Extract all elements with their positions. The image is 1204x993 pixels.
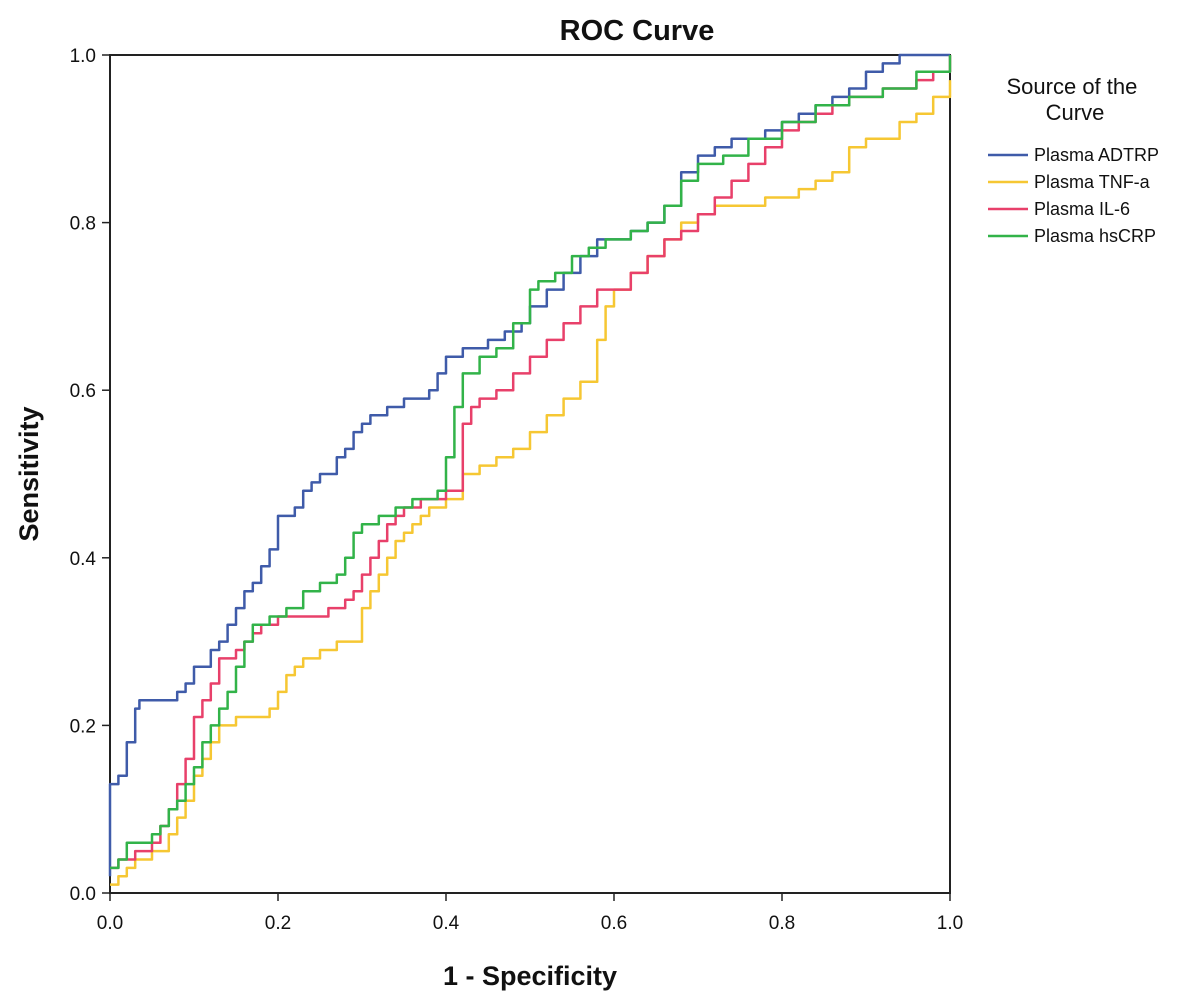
x-axis-ticks: 0.0 0.2 0.4 0.6 0.8 1.0	[97, 893, 963, 934]
y-tick-label: 1.0	[70, 46, 96, 67]
x-axis-title: 1 - Specificity	[443, 961, 617, 991]
legend-items: Plasma ADTRP Plasma TNF-a Plasma IL-6 Plasm…	[988, 145, 1159, 246]
legend-label-plasma-adtrp: Plasma ADTRP	[1034, 145, 1159, 165]
x-tick-label: 0.4	[433, 913, 460, 934]
series-line-plasma-il-6	[110, 55, 952, 870]
y-tick-label: 0.2	[70, 716, 96, 737]
legend-title: Source of the Curve	[1007, 74, 1144, 125]
legend-title-line-2: Curve	[1046, 100, 1105, 125]
x-tick-label: 0.0	[97, 913, 123, 934]
legend-label-plasma-il-6: Plasma IL-6	[1034, 199, 1130, 219]
legend-title-line-1: Source of the	[1007, 74, 1138, 99]
y-tick-label: 0.8	[70, 214, 96, 235]
legend: Source of the Curve Plasma ADTRP Plasma T…	[988, 74, 1159, 246]
plot-frame	[109, 54, 951, 894]
series-layer	[108, 53, 952, 886]
x-tick-label: 0.6	[601, 913, 627, 934]
chart-title: ROC Curve	[560, 15, 715, 47]
x-tick-label: 0.2	[265, 913, 291, 934]
x-tick-label: 1.0	[937, 913, 963, 934]
x-tick-label: 0.8	[769, 913, 795, 934]
legend-label-plasma-tnf-a: Plasma TNF-a	[1034, 172, 1151, 192]
plot-area	[108, 53, 952, 894]
legend-label-plasma-hscrp: Plasma hsCRP	[1034, 226, 1156, 246]
series-line-plasma-tnf-a	[110, 80, 952, 886]
y-tick-label: 0.4	[70, 549, 97, 570]
y-tick-label: 0.0	[70, 884, 96, 905]
y-axis-title: Sensitivity	[14, 406, 44, 541]
y-axis-ticks: 0.0 0.2 0.4 0.6 0.8 1.0	[70, 46, 110, 905]
series-line-plasma-hscrp	[110, 55, 952, 870]
y-tick-label: 0.6	[70, 381, 96, 402]
